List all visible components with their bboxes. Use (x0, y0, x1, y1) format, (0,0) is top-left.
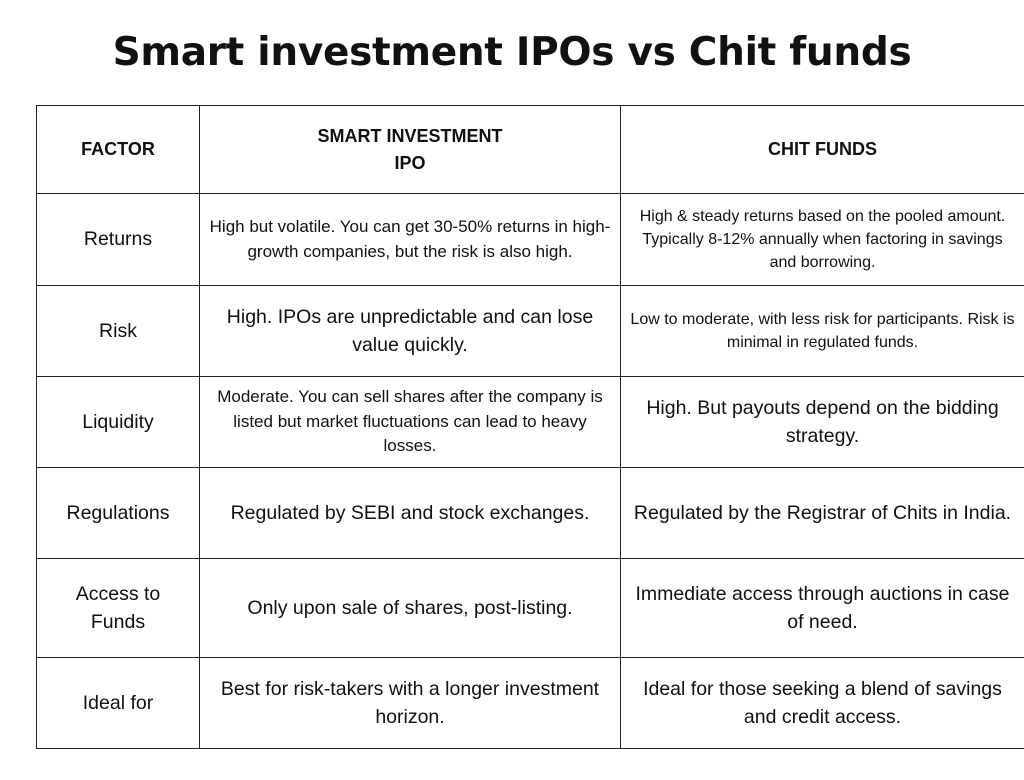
factor-cell: Regulations (36, 467, 200, 559)
factor-cell: Risk (36, 285, 200, 377)
cell: High but volatile. You can get 30-50% re… (199, 193, 621, 286)
column-header-text: SMART INVESTMENT IPO (317, 126, 503, 173)
row: Access to Funds Only upon sale of shares… (36, 558, 1024, 658)
cell: Regulated by SEBI and stock exchanges. (199, 467, 621, 559)
row: Regulations Regulated by SEBI and stock … (36, 467, 1024, 559)
row: Returns High but volatile. You can get 3… (36, 193, 1024, 286)
row: Liquidity Moderate. You can sell shares … (36, 376, 1024, 468)
factor-cell: Liquidity (36, 376, 200, 468)
cell: High. But payouts depend on the bidding … (620, 376, 1024, 468)
cell: High. IPOs are unpredictable and can los… (199, 285, 621, 377)
cell: Immediate access through auctions in cas… (620, 558, 1024, 658)
row: Ideal for Best for risk-takers with a lo… (36, 657, 1024, 749)
comparison-table: FACTOR SMART INVESTMENT IPO CHIT FUNDS R… (36, 105, 1024, 749)
cell: Regulated by the Registrar of Chits in I… (620, 467, 1024, 559)
factor-cell: Returns (36, 193, 200, 286)
cell: Ideal for those seeking a blend of savin… (620, 657, 1024, 749)
cell: High & steady returns based on the poole… (620, 193, 1024, 286)
factor-cell: Access to Funds (36, 558, 200, 658)
header-row: FACTOR SMART INVESTMENT IPO CHIT FUNDS (36, 105, 1024, 194)
cell: Low to moderate, with less risk for part… (620, 285, 1024, 377)
cell: Best for risk-takers with a longer inves… (199, 657, 621, 749)
row: Risk High. IPOs are unpredictable and ca… (36, 285, 1024, 377)
cell: Only upon sale of shares, post-listing. (199, 558, 621, 658)
factor-cell: Ideal for (36, 657, 200, 749)
cell: Moderate. You can sell shares after the … (199, 376, 621, 468)
column-header: CHIT FUNDS (620, 105, 1024, 194)
column-header: FACTOR (36, 105, 200, 194)
title: Smart investment IPOs vs Chit funds (112, 30, 912, 75)
column-header: SMART INVESTMENT IPO (199, 105, 621, 194)
